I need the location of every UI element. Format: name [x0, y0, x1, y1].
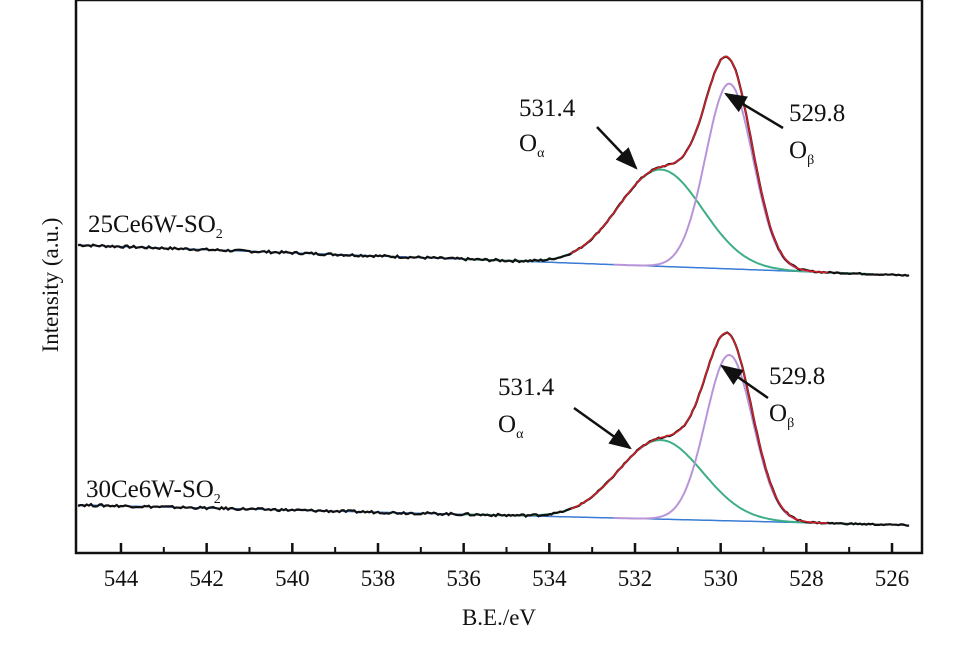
y-axis-title: Intensity (a.u.) [38, 218, 63, 353]
spectrum-label-25ce6w: 25Ce6W-SO2 [88, 211, 223, 242]
annotation-o-alpha-symbol-bottom: Oα [498, 411, 524, 442]
x-tick-label: 540 [275, 566, 310, 591]
annotation-o-beta-value-bottom: 529.8 [769, 363, 825, 390]
x-tick-label: 536 [446, 566, 481, 591]
x-tick-label: 542 [189, 566, 224, 591]
arrow-o-alpha-top [596, 126, 638, 170]
annotation-o-alpha-value-top: 531.4 [519, 95, 576, 122]
arrow-o-beta-top [724, 92, 784, 130]
raw-data-line [78, 55, 910, 277]
x-tick-label: 526 [875, 566, 910, 591]
x-tick-label: 538 [361, 566, 396, 591]
envelope-fit-line [570, 55, 828, 274]
x-axis-ticks: 544 542 540 538 536 534 532 530 528 526 [104, 543, 910, 591]
arrow-o-alpha-bottom [573, 406, 632, 450]
arrow-o-beta-bottom [720, 364, 769, 400]
plot-frame [74, 0, 924, 555]
annotation-o-alpha-value-bottom: 531.4 [498, 374, 555, 401]
spectrum-label-30ce6w: 30Ce6W-SO2 [86, 476, 221, 507]
annotation-o-alpha-symbol-top: Oα [519, 130, 545, 161]
x-tick-label: 544 [104, 566, 139, 591]
x-tick-label: 530 [703, 566, 738, 591]
o-alpha-fit-line [463, 439, 871, 526]
envelope-fit-line [570, 332, 828, 524]
x-tick-label: 532 [618, 566, 653, 591]
o-alpha-fit-line [463, 168, 871, 276]
annotation-o-beta-value-top: 529.8 [789, 100, 845, 127]
annotation-o-beta-symbol-top: Oβ [789, 137, 814, 168]
spectra-curves [77, 55, 910, 527]
x-tick-label: 534 [532, 566, 567, 591]
annotation-o-beta-symbol-bottom: Oβ [769, 400, 794, 431]
x-tick-label: 528 [789, 566, 824, 591]
x-axis-title: B.E./eV [462, 605, 536, 630]
